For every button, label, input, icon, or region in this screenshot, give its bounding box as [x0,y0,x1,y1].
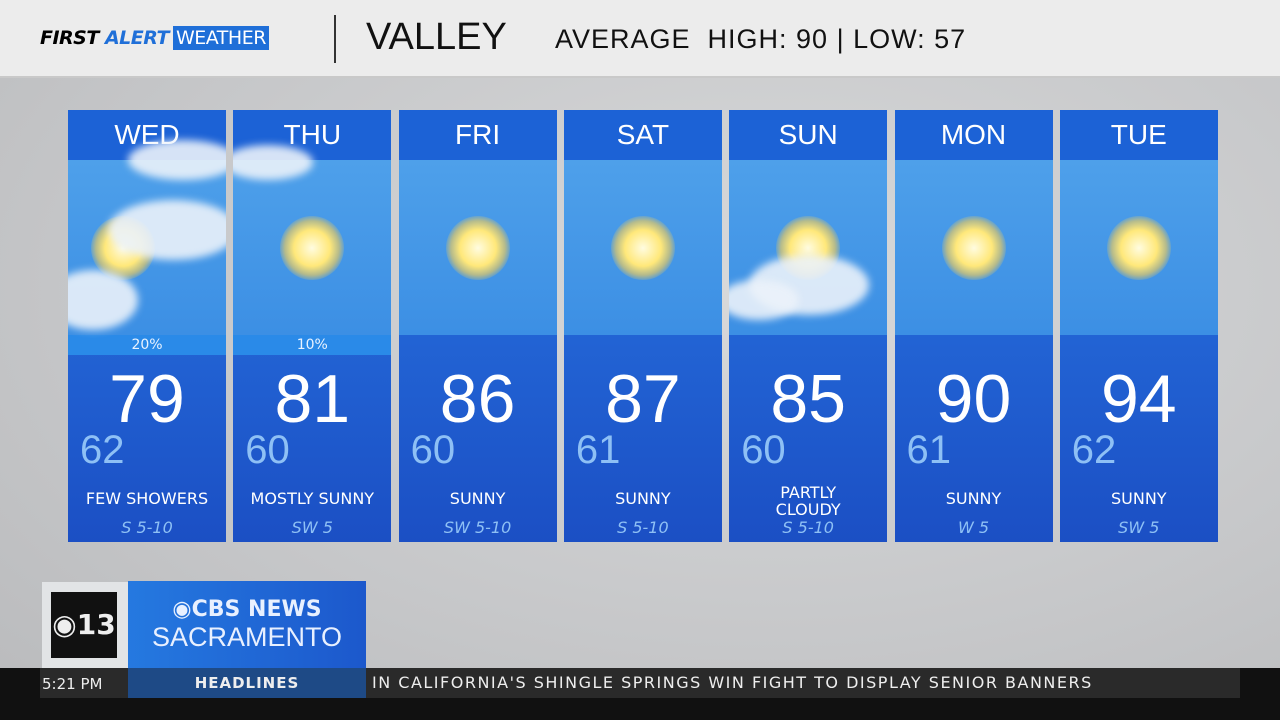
low-temp: 60 [245,428,290,472]
wind: S 5-10 [121,518,173,537]
wind: W 5 [957,518,990,537]
brand-alert: ALERT [104,27,170,49]
first-alert-weather-logo: FIRST ALERT WEATHER [40,26,269,50]
high-temp: 90 [935,361,1012,437]
condition: MOSTLY SUNNY [250,489,375,508]
sun-icon [563,160,722,335]
high-temp: 94 [1100,361,1177,437]
high-temp: 81 [274,361,351,437]
sun-clouds-icon [68,140,226,335]
day-label: SAT [563,110,722,160]
precip-chance: 20% [68,335,226,355]
precip-chance: 10% [233,335,392,355]
sun-icon [1059,160,1218,335]
forecast-day-wed: WED 20% 79 62 FEW SHOWERS S 5-10 [68,110,226,542]
condition: FEW SHOWERS [85,489,209,508]
ticker-label: HEADLINES [128,668,366,698]
condition: PARTLY CLOUDY [775,483,841,519]
cbs13-logo: ◉13 [42,582,128,668]
low-temp: 60 [410,428,456,472]
high-temp: 87 [605,361,681,437]
sun-icon [894,160,1053,335]
low-temp: 61 [575,428,621,472]
low-temp: 61 [906,428,952,472]
condition: SUNNY [1111,489,1167,508]
location-title: VALLEY [366,16,507,58]
wind: SW 5 [291,518,333,537]
sun-cloud-icon [729,160,888,335]
forecast-day-sun: SUN 85 60 PARTLY CLOUDY S 5-10 [729,110,888,542]
ticker-headline: IN CALIFORNIA'S SHINGLE SPRINGS WIN FIGH… [372,673,1093,692]
wind: S 5-10 [617,518,669,537]
wind: SW 5-10 [443,518,512,537]
header-bar: FIRST ALERT WEATHER VALLEY AVERAGE HIGH: … [0,0,1280,78]
precip-chance [895,335,1053,355]
day-label: TUE [1059,110,1218,160]
condition: SUNNY [945,489,1002,508]
condition: SUNNY [615,489,671,508]
forecast-day-fri: FRI 86 60 SUNNY SW 5-10 [398,110,557,542]
network-name: CBS NEWS [191,597,322,622]
high-temp: 85 [770,361,846,437]
brand-weather: WEATHER [172,26,269,50]
sun-icon [233,145,392,335]
high-temp: 79 [109,361,185,437]
precip-chance [399,335,557,355]
low-temp: 62 [1071,428,1117,472]
city-name: SACRAMENTO [151,622,343,652]
forecast-day-mon: MON 90 61 SUNNY W 5 [894,110,1053,542]
day-label: FRI [398,110,557,160]
precip-chance [564,335,722,355]
high-temp: 86 [439,361,516,437]
day-label: MON [894,110,1053,160]
forecast-day-tue: TUE 94 62 SUNNY SW 5 [1059,110,1218,542]
wind: SW 5 [1118,518,1160,537]
cbs-news-sacramento-logo: ◉CBS NEWS SACRAMENTO [128,581,366,668]
low-temp: 60 [741,428,786,472]
forecast-day-sat: SAT 87 61 SUNNY S 5-10 [563,110,722,542]
day-label: SUN [729,110,888,160]
precip-chance [729,335,887,355]
brand-first: FIRST [40,27,99,49]
average-temps: AVERAGE HIGH: 90 | LOW: 57 [555,24,967,54]
sun-icon [398,160,557,335]
low-temp: 62 [80,428,125,472]
forecast-day-thu: THU 10% 81 60 MOSTLY SUNNY SW 5 [233,110,392,542]
wind: S 5-10 [782,518,834,537]
precip-chance [1060,335,1218,355]
divider [334,15,336,63]
ticker-time: 5:21 PM [42,675,103,693]
condition: SUNNY [449,489,506,508]
